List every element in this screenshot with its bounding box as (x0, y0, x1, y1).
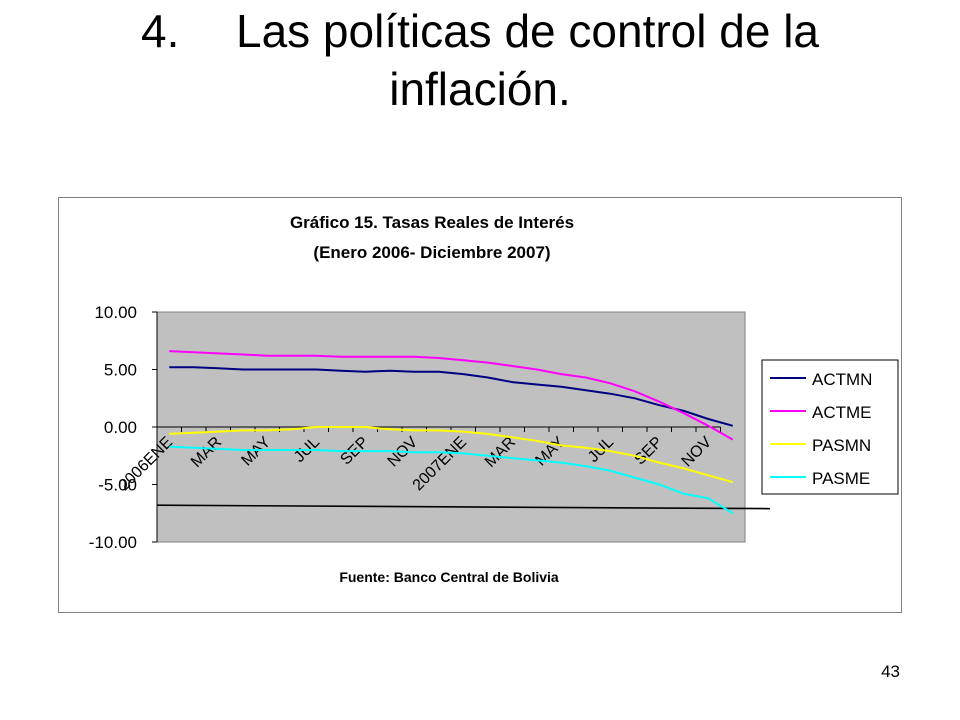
chart-svg: Gráfico 15. Tasas Reales de Interés (Ene… (89, 213, 899, 585)
legend-label-actme: ACTME (812, 403, 872, 422)
series-line-pasme (169, 445, 734, 515)
legend-label-pasme: PASME (812, 469, 870, 488)
y-tick-label: -10.00 (89, 533, 137, 552)
slide-title: 4. Las políticas de control de la inflaci… (60, 2, 900, 118)
title-number: 4. (140, 5, 180, 57)
title-line-1: Las políticas de control de la (235, 5, 820, 57)
chart-container: Gráfico 15. Tasas Reales de Interés (Ene… (58, 197, 902, 613)
reference-line (156, 504, 771, 510)
series-line-pasmn (169, 426, 734, 484)
series-line-actme (169, 350, 734, 441)
y-tick-label: -5.00 (98, 476, 137, 495)
legend-label-actmn: ACTMN (812, 370, 872, 389)
legend (761, 359, 899, 495)
series-line-actmn (169, 366, 734, 427)
chart-title: Gráfico 15. Tasas Reales de Interés (290, 213, 574, 232)
y-tick-label: 10.00 (94, 303, 137, 322)
page-number: 43 (881, 662, 900, 681)
legend-label-pasmn: PASMN (812, 436, 871, 455)
chart-source: Fuente: Banco Central de Bolivia (339, 569, 559, 585)
y-tick-label: 5.00 (104, 361, 137, 380)
y-tick-label: 0.00 (104, 418, 137, 437)
chart-subtitle: (Enero 2006- Diciembre 2007) (313, 243, 550, 262)
title-line-2: inflación. (389, 63, 571, 115)
